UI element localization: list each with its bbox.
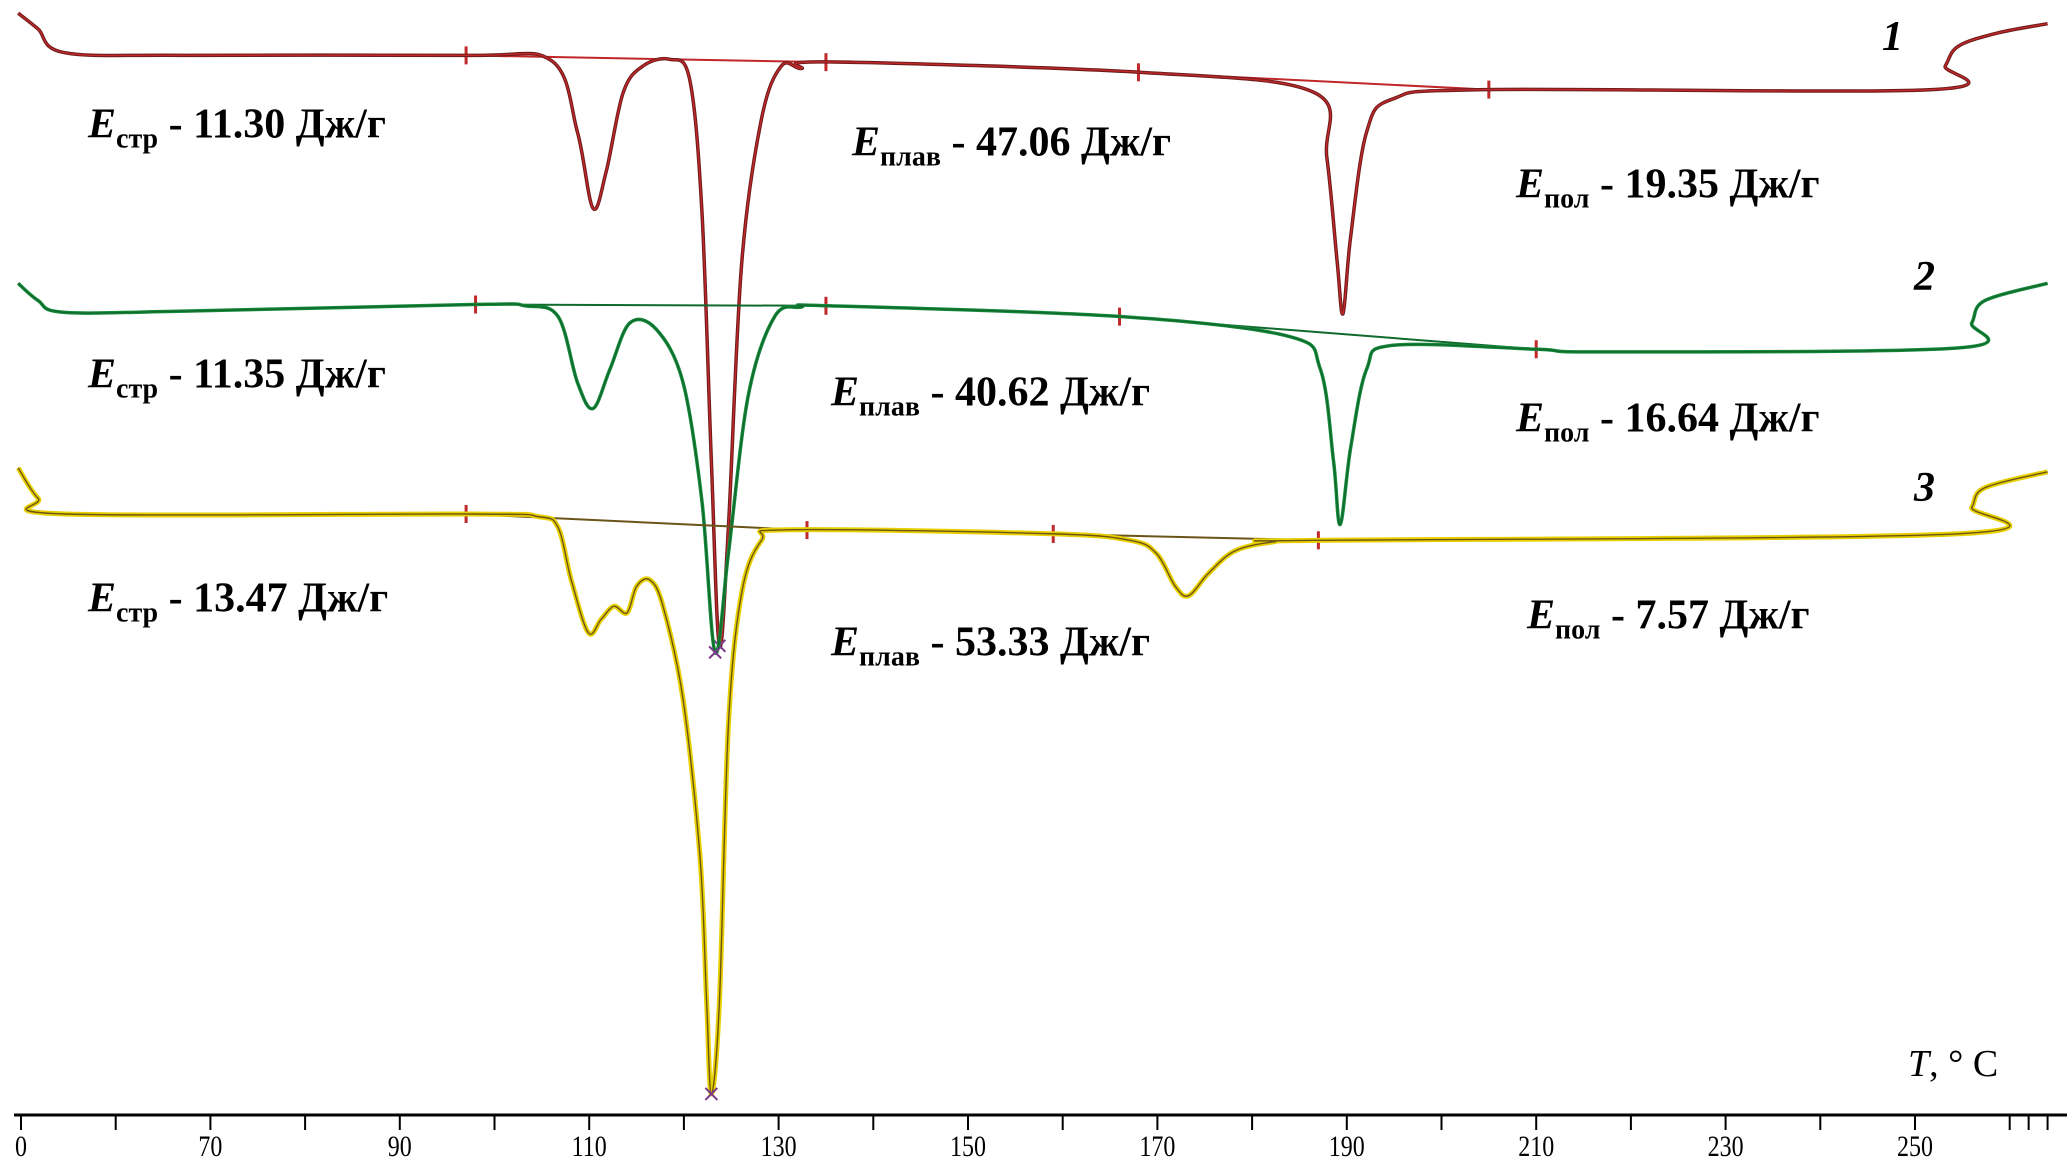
annotation-polymerization-2: Eпол - 16.64 Дж/г (1516, 395, 1820, 449)
series-3 (16, 466, 2049, 1101)
curve-label-2: 2 (1914, 254, 1935, 300)
x-tick-label: 110 (572, 1129, 607, 1162)
x-tick-label: 150 (950, 1129, 986, 1162)
annotation-melting-1: Eплав - 47.06 Дж/г (852, 119, 1172, 173)
x-tick-label: 170 (1139, 1129, 1175, 1162)
baseline-1-0 (466, 54, 826, 64)
x-tick-label: 230 (1708, 1129, 1744, 1162)
series-2 (16, 281, 2049, 660)
x-tick-label: 130 (761, 1129, 797, 1162)
x-axis: 0 70 90 110 130 150 170 190 210 230 250 (14, 1113, 2067, 1163)
annotation-polymerization-3: Eпол - 7.57 Дж/г (1527, 592, 1810, 646)
x-tick-label: 250 (1897, 1129, 1933, 1162)
curve-line-3 (16, 466, 2049, 1097)
curve-label-1: 1 (1882, 14, 1903, 60)
curve-core-1 (17, 12, 2048, 648)
curve-core-3 (17, 467, 2048, 1095)
peak-marker (708, 645, 722, 660)
curves (16, 11, 2049, 1101)
annotation-polymerization-1: Eпол - 19.35 Дж/г (1516, 161, 1820, 215)
x-tick-label: 70 (198, 1129, 222, 1162)
x-tick-label: 90 (388, 1129, 412, 1162)
curve-core-2 (17, 282, 2048, 654)
curve-label-3: 3 (1914, 465, 1935, 511)
annotation-melting-3: Eплав - 53.33 Дж/г (831, 619, 1151, 673)
annotation-crystallization-1: Eстр - 11.30 Дж/г (88, 101, 386, 155)
annotation-melting-2: Eплав - 40.62 Дж/г (831, 369, 1151, 423)
annotation-crystallization-3: Eстр - 13.47 Дж/г (88, 575, 389, 629)
annotation-crystallization-2: Eстр - 11.35 Дж/г (88, 351, 386, 405)
peak-marker (704, 1087, 719, 1101)
x-axis-label: T, ° C (1908, 1043, 1999, 1085)
x-tick-label: 210 (1518, 1129, 1554, 1162)
x-tick-label: 190 (1329, 1129, 1365, 1162)
x-tick-label: 0 (15, 1129, 27, 1162)
series-1 (17, 11, 2048, 653)
